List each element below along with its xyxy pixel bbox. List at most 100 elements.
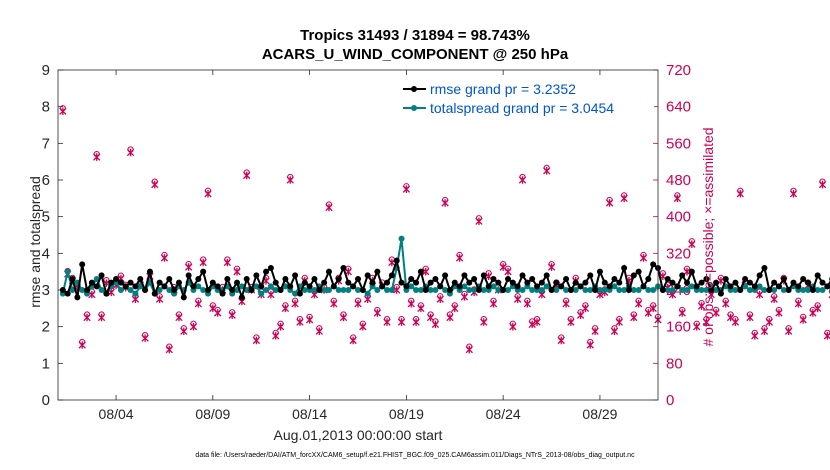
rmse-point — [645, 276, 652, 282]
obs-assimilated-point — [528, 320, 536, 329]
obs-assimilated-point — [630, 313, 638, 322]
legend-box — [398, 75, 654, 121]
totalspread-point — [355, 287, 361, 293]
obs-assimilated-point — [799, 315, 807, 324]
x-tick-label: 08/14 — [292, 406, 327, 422]
obs-assimilated-point — [272, 332, 280, 340]
legend-rmse-marker — [411, 86, 417, 92]
y-right-tick-label: 640 — [666, 99, 691, 116]
rmse-point — [679, 272, 686, 279]
y-left-tick-label: 6 — [42, 172, 50, 189]
rmse-point — [277, 287, 284, 293]
obs-assimilated-point — [688, 240, 696, 248]
obs-assimilated-point — [155, 295, 164, 303]
rmse-point — [775, 283, 782, 290]
y-right-tick-label: 560 — [666, 135, 691, 152]
obs-assimilated-point — [712, 309, 720, 317]
obs-assimilated-point — [151, 180, 159, 189]
totalspread-point — [761, 287, 768, 293]
obs-assimilated-point — [823, 332, 830, 340]
obs-assimilated-point — [746, 313, 754, 322]
totalspread-point — [64, 268, 71, 275]
rmse-point — [137, 276, 144, 282]
rmse-point — [234, 279, 241, 286]
rmse-point — [727, 283, 734, 290]
rmse-point — [819, 279, 826, 286]
obs-assimilated-point — [233, 267, 241, 276]
totalspread-point — [335, 287, 342, 293]
rmse-point — [364, 272, 371, 279]
y-left-tick-label: 3 — [42, 282, 50, 299]
y-right-tick-label: 720 — [666, 62, 691, 79]
totalspread-point — [79, 287, 86, 293]
totalspread-point — [427, 287, 434, 293]
obs-assimilated-point — [562, 299, 570, 308]
x-tick-label: 08/24 — [486, 406, 521, 422]
rmse-point — [272, 279, 279, 286]
obs-assimilated-point — [349, 336, 357, 345]
rmse-point — [824, 283, 830, 290]
rmse-point — [340, 265, 347, 271]
rmse-point — [156, 279, 163, 286]
totalspread-point — [805, 287, 811, 293]
rmse-point — [180, 294, 187, 301]
obs-assimilated-point — [214, 309, 222, 317]
rmse-point — [132, 283, 139, 290]
rmse-point — [238, 294, 245, 301]
rmse-point — [161, 283, 168, 290]
obs-assimilated-point — [591, 327, 599, 336]
obs-assimilated-point — [276, 322, 285, 331]
rmse-point — [805, 279, 811, 286]
totalspread-point — [630, 287, 637, 293]
rmse-point — [471, 276, 478, 282]
totalspread-point — [703, 287, 710, 293]
rmse-point — [127, 279, 134, 286]
obs-assimilated-point — [509, 322, 517, 331]
rmse-point — [563, 276, 570, 282]
totalspread-point — [117, 287, 124, 293]
totalspread-point — [340, 287, 347, 293]
obs-assimilated-point — [533, 318, 541, 326]
obs-assimilated-point — [165, 345, 173, 354]
rmse-point — [746, 279, 753, 286]
totalspread-point — [543, 283, 550, 290]
rmse-point — [209, 279, 216, 286]
rmse-point — [384, 279, 391, 286]
obs-assimilated-point — [755, 290, 764, 299]
obs-assimilated-point — [426, 313, 435, 322]
totalspread-point — [258, 290, 265, 297]
rmse-point — [258, 283, 265, 290]
rmse-point — [596, 268, 603, 275]
y-left-tick-label: 1 — [42, 355, 50, 372]
rmse-point — [175, 279, 182, 286]
obs-assimilated-point — [204, 189, 212, 198]
rmse-point — [267, 265, 274, 271]
rmse-point — [553, 279, 560, 286]
rmse-point — [601, 279, 608, 286]
totalspread-point — [166, 287, 173, 293]
rmse-point — [766, 287, 773, 293]
rmse-point — [524, 279, 531, 286]
rmse-point — [379, 283, 386, 290]
obs-assimilated-point — [267, 290, 275, 299]
obs-assimilated-point — [160, 254, 169, 262]
rmse-point — [243, 276, 250, 282]
totalspread-point — [635, 287, 642, 293]
obs-assimilated-point — [315, 327, 323, 336]
y-right-tick-label: 160 — [666, 319, 691, 336]
rmse-point — [732, 279, 739, 286]
obs-assimilated-point — [199, 258, 207, 267]
obs-assimilated-point — [818, 180, 827, 189]
rmse-point — [538, 279, 545, 286]
rmse-point — [809, 287, 816, 293]
totalspread-point — [127, 287, 134, 293]
obs-assimilated-point — [281, 304, 290, 313]
totalspread-point — [572, 287, 579, 293]
rmse-point — [316, 287, 323, 293]
obs-assimilated-point — [330, 299, 338, 308]
totalspread-point — [398, 235, 405, 242]
rmse-point — [321, 279, 328, 286]
y-right-tick-label: 480 — [666, 172, 691, 189]
obs-assimilated-point — [775, 309, 783, 317]
rmse-point — [166, 276, 173, 282]
